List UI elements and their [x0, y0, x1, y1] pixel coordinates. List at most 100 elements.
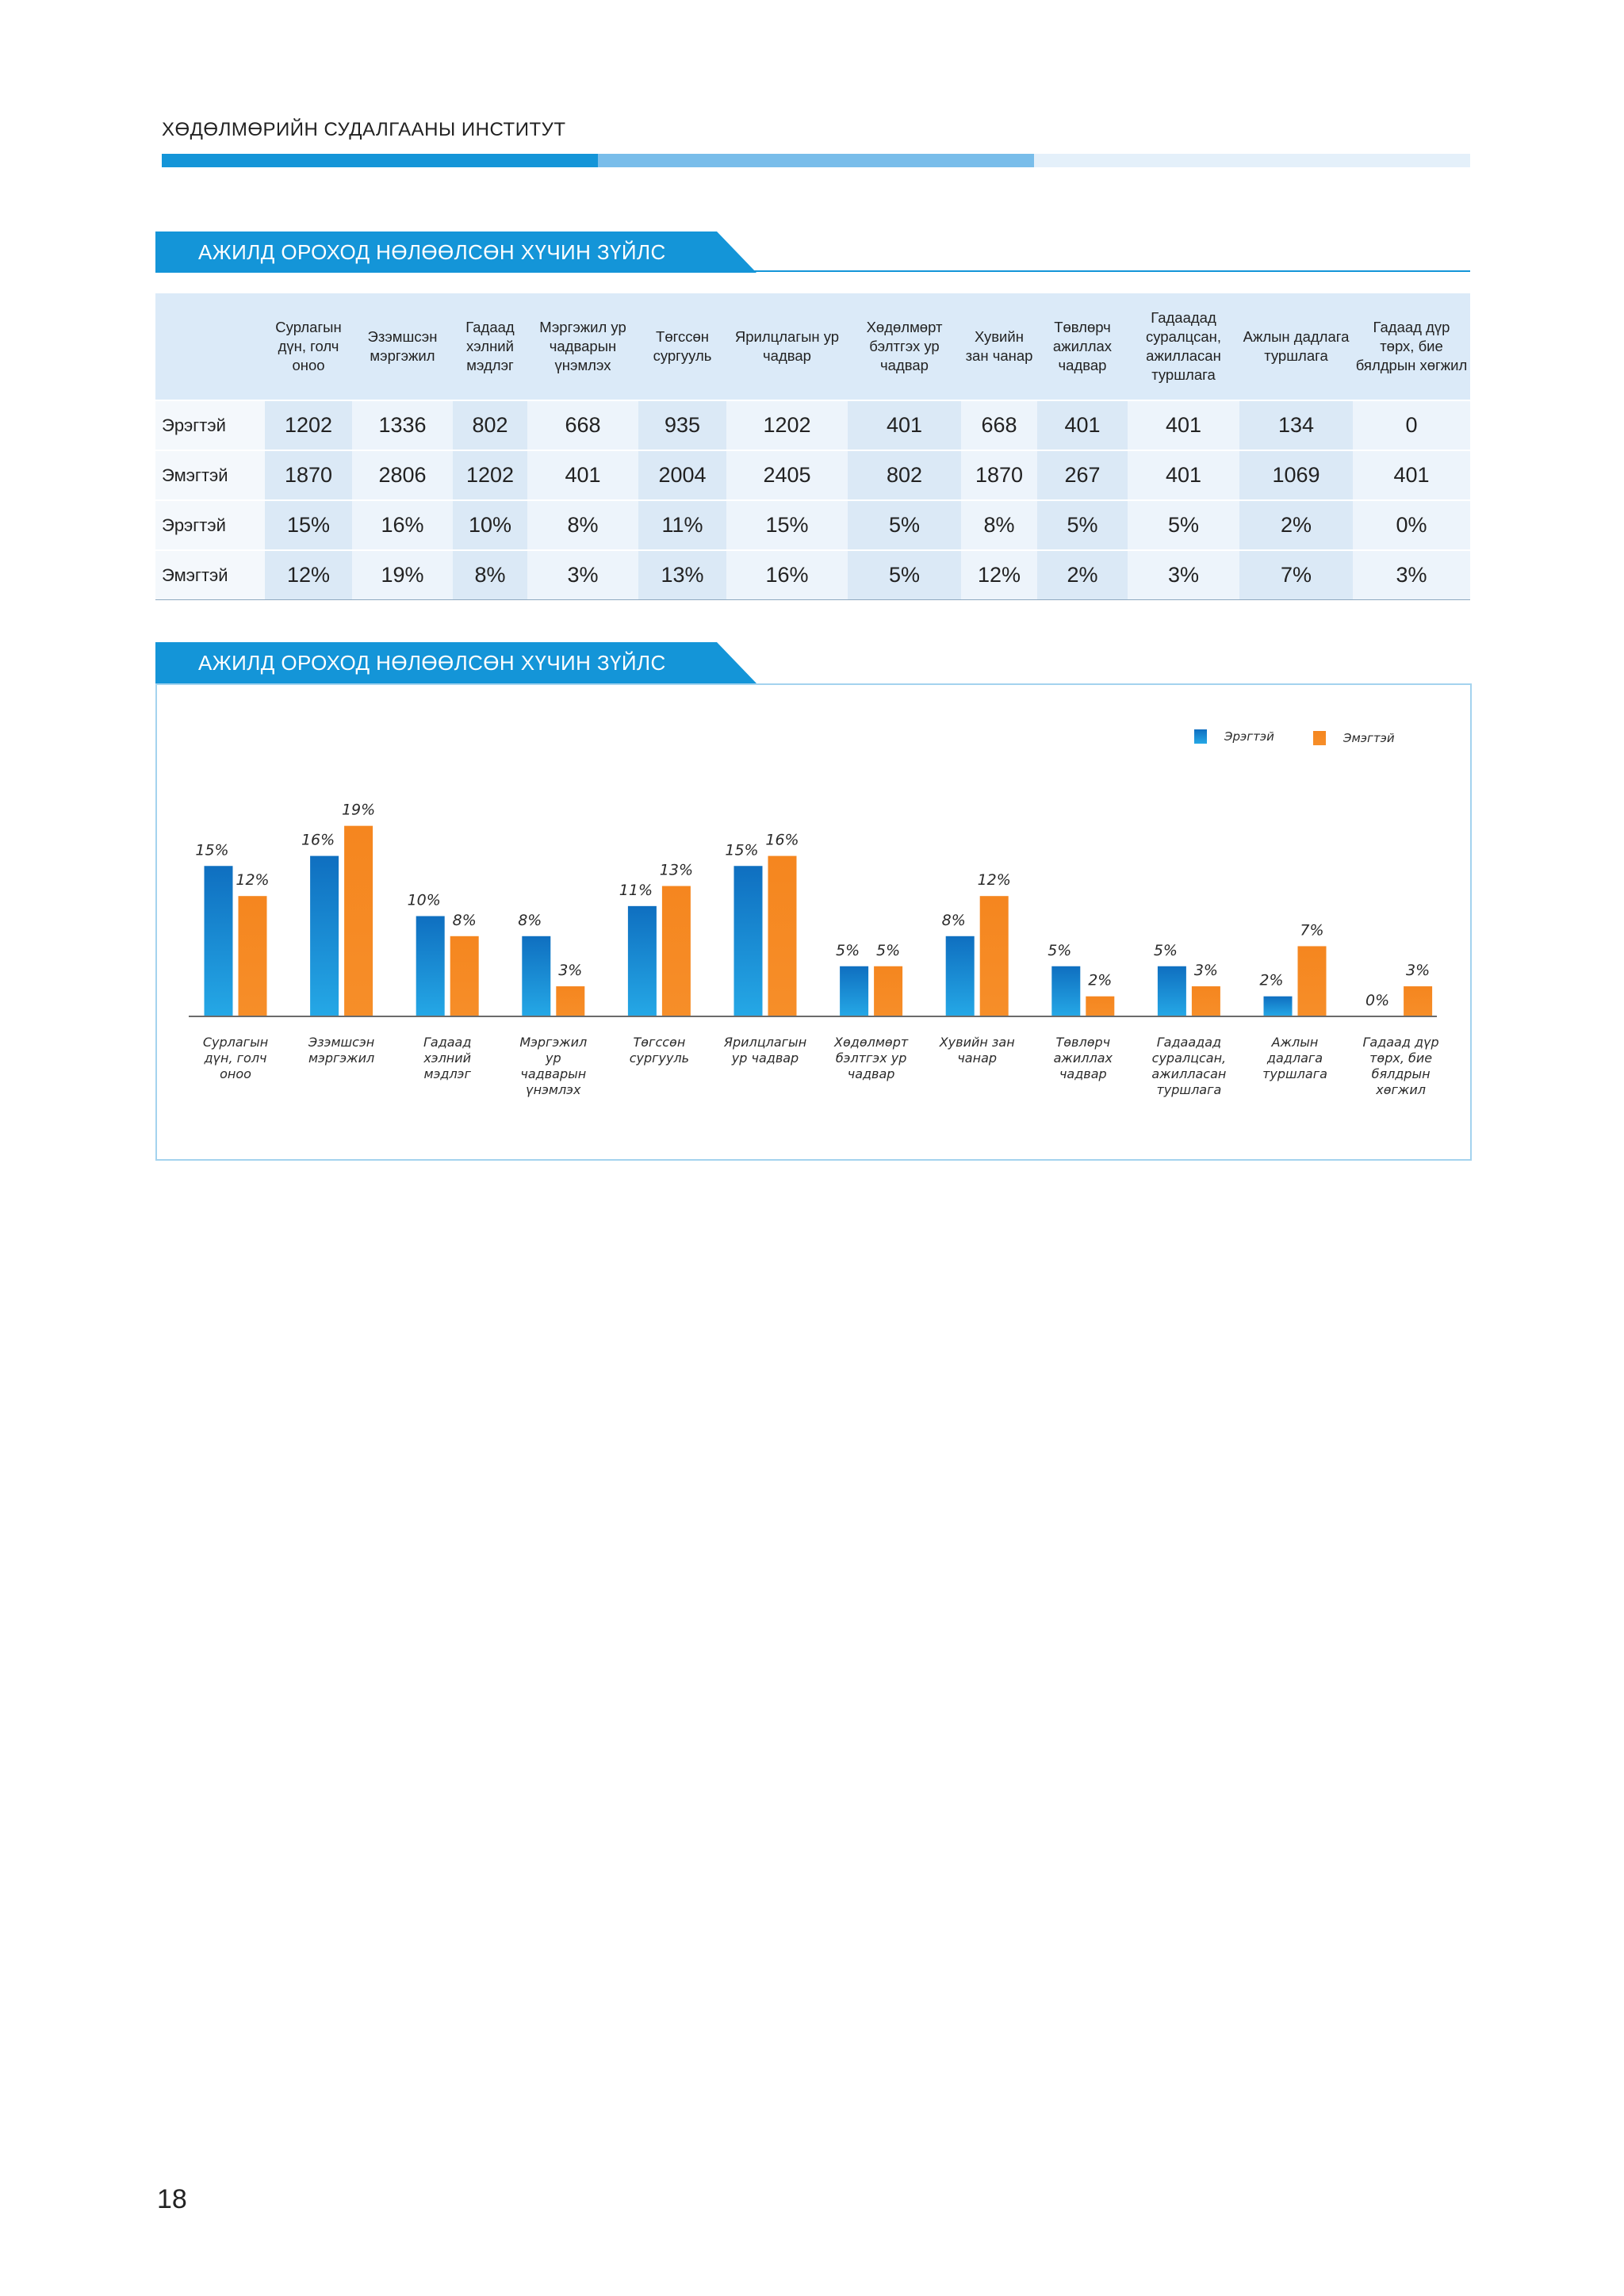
bar-value-label-female: 7% [1300, 921, 1323, 939]
bar-male [416, 916, 445, 1016]
bar-value-label-female: 2% [1088, 972, 1112, 989]
table-cell: 2405 [726, 450, 848, 501]
bar-value-label-female: 16% [765, 832, 799, 849]
table-row: Эрэгтэй 15% 16% 10% 8% 11% 15% 5% 8% 5% 5% 2% 0% [155, 499, 1470, 551]
table-cell: 2% [1037, 549, 1128, 600]
bar-male [204, 866, 233, 1016]
table-cell: 13% [638, 549, 726, 600]
table-cell: 401 [1037, 400, 1128, 451]
bar-value-label-male: 10% [408, 892, 441, 909]
legend-label-male: Эрэгтэй [1224, 729, 1274, 744]
bar-male [310, 855, 339, 1016]
bar-value-label-female: 3% [1406, 962, 1430, 979]
category-label: Ярилцлагын ур чадвар [723, 1035, 806, 1066]
chart-bars: 15% 12% 16% 19% 10% 8% 8% 3% 11% 13% 15% 16% 5% 5% 8% 1… [195, 802, 1433, 1016]
bar-male [840, 966, 869, 1016]
category-label: Эзэмшсэн мэргэжил [308, 1035, 374, 1066]
table-cell: 7% [1239, 549, 1353, 600]
table-cell: 3% [1353, 549, 1470, 600]
legend-swatch-female [1313, 731, 1326, 745]
bar-female [556, 986, 585, 1016]
bar-value-label-female: 12% [978, 871, 1011, 889]
table-cell: 12% [265, 549, 352, 600]
category-label: Гадаад хэлний мэдлэг [423, 1035, 471, 1081]
table-header-row: Сурлагын дүн, голч оноо Эзэмшсэн мэргэжил… [155, 293, 1470, 400]
header-rule-segment [162, 154, 598, 167]
table-cell: 15% [726, 499, 848, 551]
table-row: Эмэгтэй 12% 19% 8% 3% 13% 16% 5% 12% 2% 3% 7% 3% [155, 549, 1470, 600]
table-cell: 802 [848, 450, 961, 501]
table-cell: 2806 [352, 450, 453, 501]
table-row-label: Эрэгтэй [155, 499, 265, 551]
table-cell: 10% [453, 499, 527, 551]
table-body: Эрэгтэй 1202 1336 802 668 935 1202 401 668 401 401… [155, 400, 1470, 600]
bar-male [627, 905, 657, 1016]
chart-section-banner [155, 642, 756, 683]
bar-female [238, 896, 267, 1016]
page-number: 18 [157, 2184, 187, 2214]
table-section-title: АЖИЛД ОРОХОД НӨЛӨӨЛСӨН ХҮЧИН ЗҮЙЛС [198, 240, 666, 264]
table-cell: 401 [1128, 400, 1239, 451]
bar-female [768, 855, 797, 1016]
category-label: Гадаадад суралцсан, ажилласан туршлага [1151, 1035, 1226, 1097]
bar-female [450, 936, 479, 1016]
bar-male [945, 936, 975, 1016]
bar-female [874, 966, 903, 1016]
table-cell: 5% [1037, 499, 1128, 551]
table-cell: 802 [453, 400, 527, 451]
table-section-underline [155, 270, 1470, 272]
bar-value-label-female: 5% [876, 942, 900, 959]
table-cell: 1336 [352, 400, 453, 451]
table-cell: 1870 [961, 450, 1037, 501]
category-label: Хөдөлмөрт бэлтгэх ур чадвар [833, 1035, 909, 1081]
category-label: Гадаад дүр төрх, бие бялдрын хөгжил [1362, 1035, 1438, 1097]
table-cell: 2% [1239, 499, 1353, 551]
table-cell: 8% [961, 499, 1037, 551]
table-cell: 1069 [1239, 450, 1353, 501]
bar-value-label-female: 8% [453, 912, 477, 929]
table-cell: 16% [726, 549, 848, 600]
table-cell: 401 [1353, 450, 1470, 501]
bar-value-label-female: 3% [558, 962, 582, 979]
bar-value-label-male: 11% [619, 882, 653, 899]
table-cell: 1870 [265, 450, 352, 501]
table-cell: 19% [352, 549, 453, 600]
chart-panel: Эрэгтэй Эмэгтэй 15% 12% 16% 19% 10% 8% 8% 3% 11%… [155, 683, 1472, 1161]
table-cell: 1202 [726, 400, 848, 451]
legend-swatch-male [1194, 729, 1207, 744]
table-column-header: Төвлөрч ажиллах чадвар [1037, 293, 1128, 400]
table-cell: 11% [638, 499, 726, 551]
bar-female [1086, 996, 1115, 1016]
table-cell: 5% [848, 549, 961, 600]
category-label: Төгссөн сургууль [630, 1035, 689, 1066]
bar-male [522, 936, 551, 1016]
bar-value-label-male: 5% [1048, 942, 1071, 959]
table-cell: 401 [527, 450, 638, 501]
bar-value-label-female: 3% [1194, 962, 1218, 979]
table-cell: 2004 [638, 450, 726, 501]
table-cell: 935 [638, 400, 726, 451]
bar-value-label-male: 5% [1154, 942, 1178, 959]
table-cell: 16% [352, 499, 453, 551]
table-cell: 12% [961, 549, 1037, 600]
category-label: Ажлын дадлага туршлага [1262, 1035, 1327, 1081]
bar-female [979, 896, 1009, 1016]
bar-value-label-male: 16% [301, 832, 335, 849]
table-row: Эмэгтэй 1870 2806 1202 401 2004 2405 802 1870 267… [155, 450, 1470, 501]
table-corner-header [155, 293, 265, 400]
bar-female [1404, 986, 1433, 1016]
table-column-header: Төгссөн сургууль [638, 293, 726, 400]
table-cell: 5% [848, 499, 961, 551]
chart-category-labels: Сурлагын дүн, голч оноо Эзэмшсэн мэргэжил Гад… [203, 1035, 1439, 1097]
legend-label-female: Эмэгтэй [1342, 731, 1395, 745]
table-cell: 8% [527, 499, 638, 551]
table-cell: 668 [961, 400, 1037, 451]
table-column-header: Хөдөлмөрт бэлтгэх ур чадвар [848, 293, 961, 400]
table-column-header: Эзэмшсэн мэргэжил [352, 293, 453, 400]
table-cell: 8% [453, 549, 527, 600]
bar-value-label-male: 0% [1365, 992, 1389, 1009]
table-cell: 0% [1353, 499, 1470, 551]
bar-male [1051, 966, 1081, 1016]
bar-value-label-male: 5% [836, 942, 860, 959]
header-rule-segment [1034, 154, 1470, 167]
